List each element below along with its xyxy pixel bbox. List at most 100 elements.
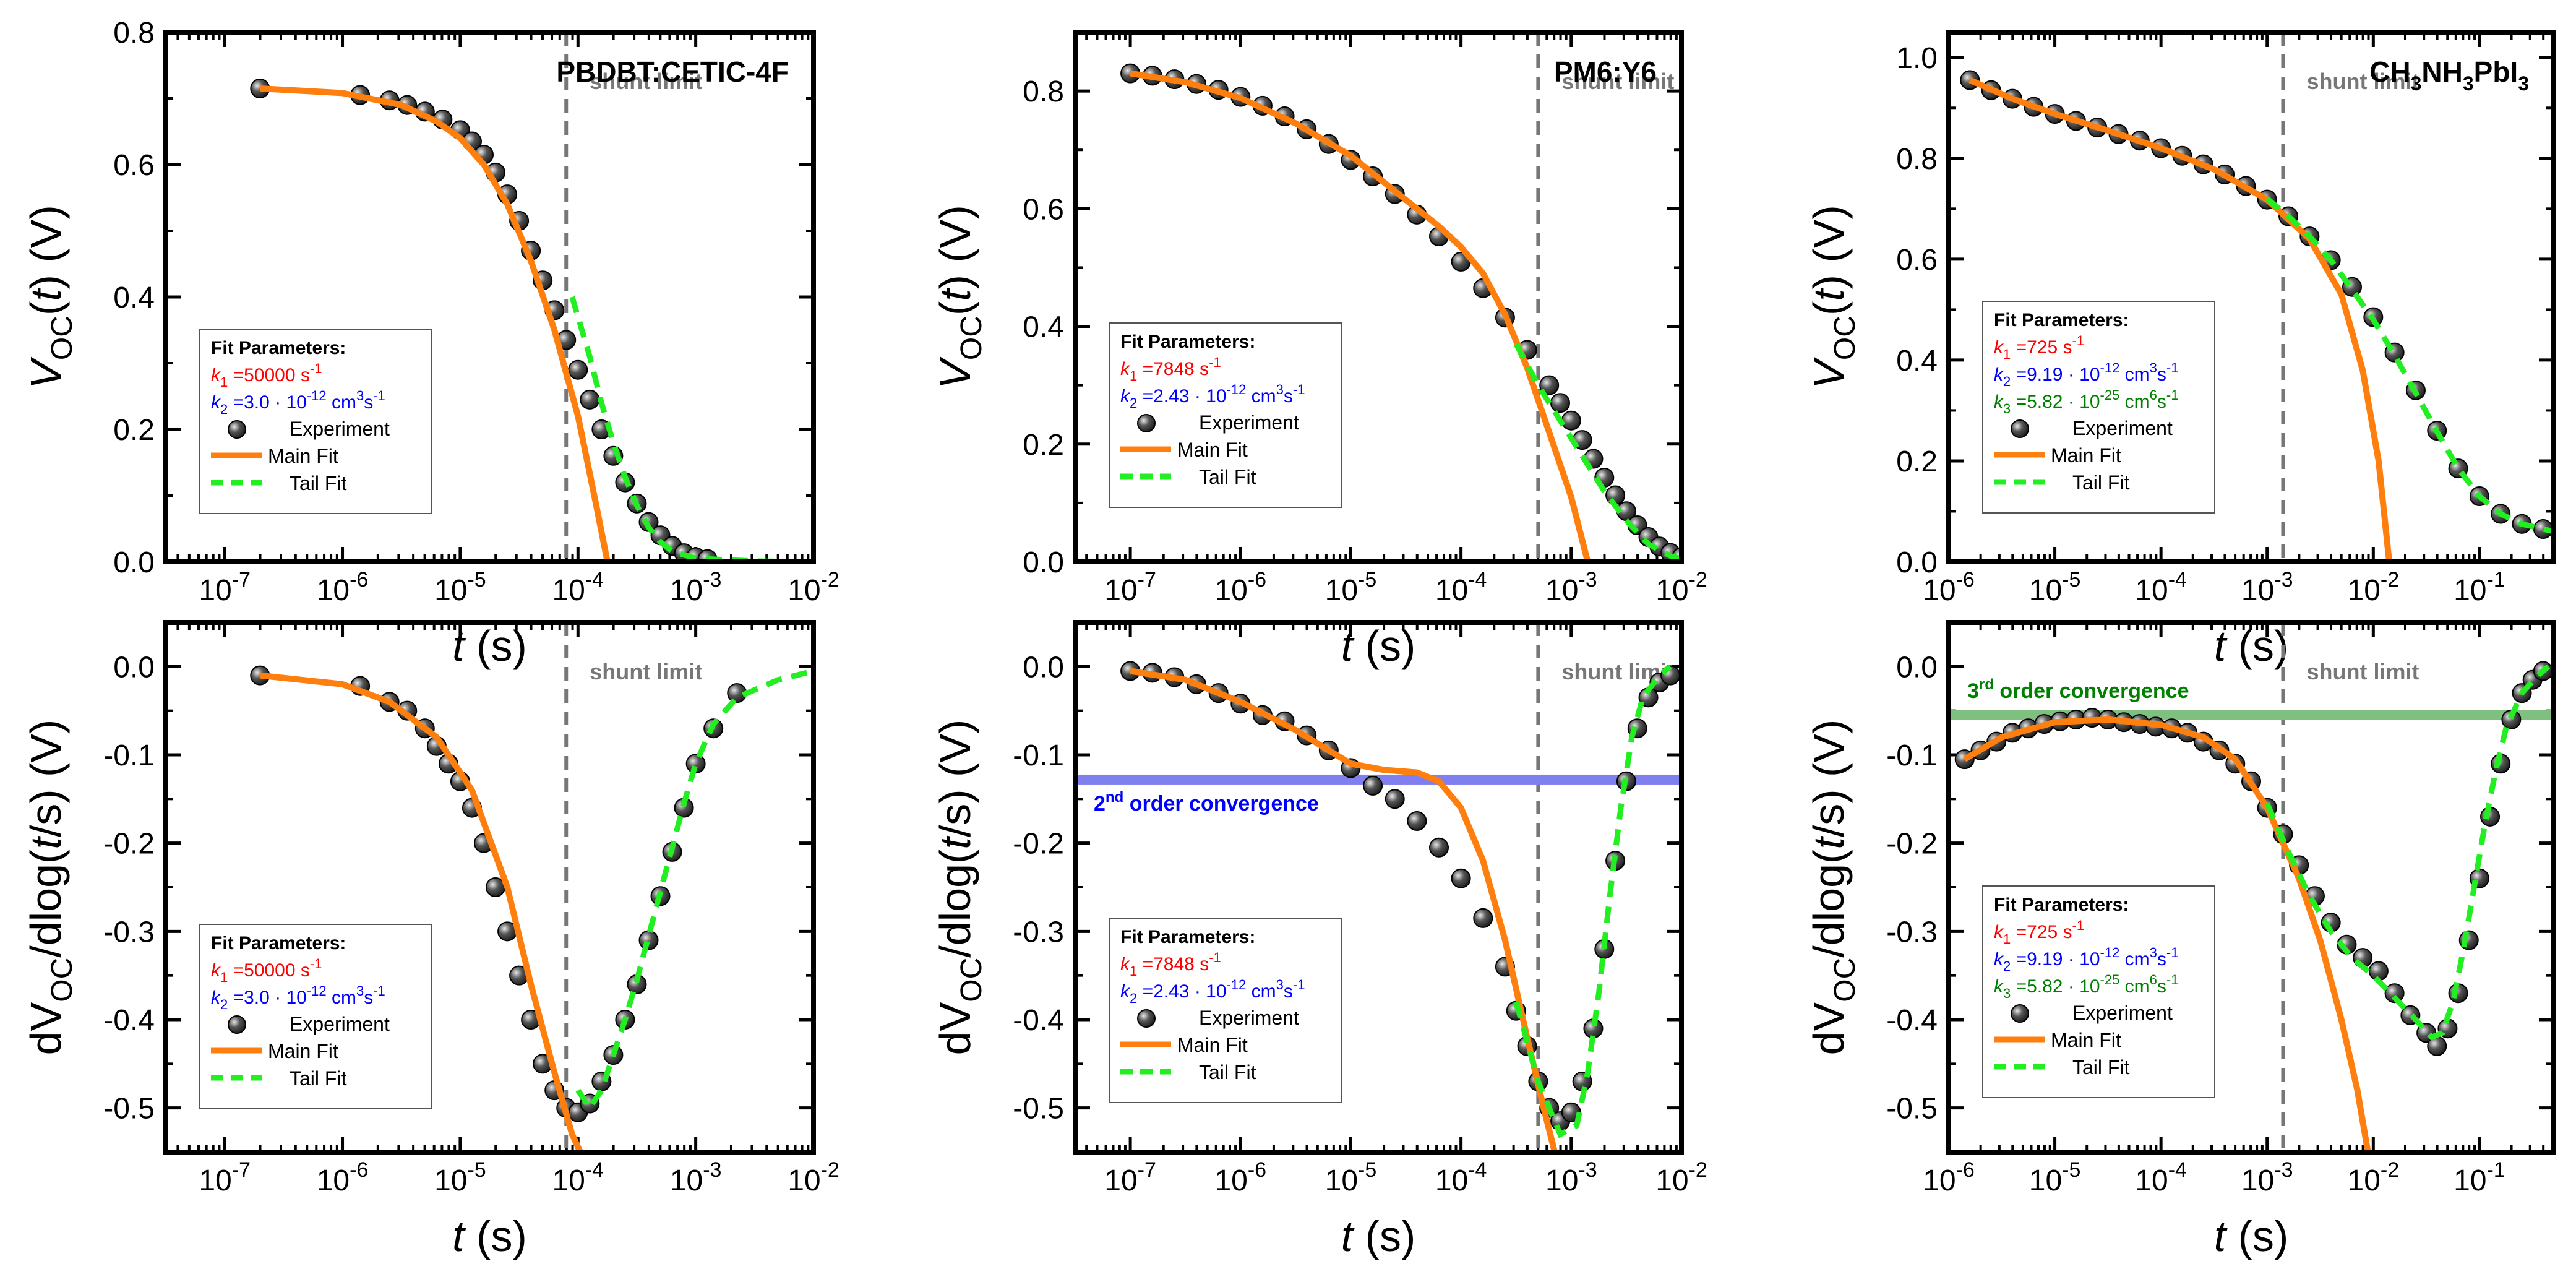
legend-title: Fit Parameters: <box>1120 927 1255 947</box>
legend-experiment-label: Experiment <box>1199 1007 1299 1029</box>
y-tick-label: 0.4 <box>113 282 155 314</box>
y-axis-title: dVOC/dlog(t/s) (V) <box>22 720 79 1056</box>
legend-param-k2: k2 =2.43 · 10-12 cm3s-1 <box>1120 382 1305 411</box>
y-tick-label: -0.1 <box>1013 739 1064 772</box>
legend-param-k1: k1 =50000 s-1 <box>211 361 322 390</box>
panel-5: 10-7 10-6 10-5 10-4 10-3 10-2 0.0 -0.1 -0.2 -0.3 -… <box>931 620 1707 1260</box>
legend-box <box>1982 885 2215 1098</box>
legend-experiment-marker <box>2011 419 2029 438</box>
x-tick-label: 10-7 <box>199 568 251 607</box>
experiment-point <box>2384 983 2405 1004</box>
y-tick-label: 1.0 <box>1896 42 1938 75</box>
main-fit-line <box>1963 716 2371 1152</box>
x-tick-label: 10-6 <box>1214 568 1266 607</box>
panel-4: 10-7 10-6 10-5 10-4 10-3 10-2 0.0 -0.1 -0.2 -0.3 -… <box>22 620 839 1260</box>
y-axis-title: VOC(t) (V) <box>931 205 988 389</box>
x-tick-label: 10-6 <box>317 1158 369 1197</box>
experiment-point <box>1451 868 1471 888</box>
legend-param-k1: k1 =50000 s-1 <box>211 956 322 985</box>
legend-title: Fit Parameters: <box>1994 310 2129 330</box>
x-tick-label: 10-4 <box>552 1158 604 1197</box>
x-tick-label: 10-5 <box>2029 568 2081 607</box>
legend: Fit Parameters: k1 =50000 s-1k2 =3.0 · 10… <box>199 924 432 1109</box>
x-axis-title: t (s) <box>2214 1212 2289 1260</box>
x-axis-title: t (s) <box>1341 1212 1416 1260</box>
experiment-point <box>1561 410 1581 431</box>
x-tick-label: 10-3 <box>2241 1158 2293 1197</box>
legend-experiment-marker <box>1137 1009 1156 1028</box>
main-fit-line <box>1968 77 2393 562</box>
legend-param-k1: k1 =725 s-1 <box>1994 333 2084 362</box>
panel-title: PBDBT:CETIC-4F <box>556 56 789 88</box>
legend-param-k3: k3 =5.82 · 10-25 cm6s-1 <box>1994 387 2178 416</box>
y-tick-label: -0.3 <box>1013 916 1064 949</box>
x-tick-label: 10-7 <box>199 1158 251 1197</box>
x-tick-label: 10-7 <box>1104 1158 1156 1197</box>
legend-param-k2: k2 =2.43 · 10-12 cm3s-1 <box>1120 977 1305 1006</box>
x-tick-label: 10-4 <box>1435 568 1487 607</box>
y-tick-label: -0.5 <box>103 1093 155 1125</box>
legend-title: Fit Parameters: <box>1120 332 1255 352</box>
legend: Fit Parameters: k1 =50000 s-1k2 =3.0 · 10… <box>199 329 432 514</box>
y-tick-label: -0.5 <box>1886 1093 1938 1125</box>
y-tick-label: -0.2 <box>1886 828 1938 861</box>
legend-main-fit-label: Main Fit <box>268 1040 338 1062</box>
legend-main-fit-label: Main Fit <box>2051 444 2121 467</box>
y-tick-label: 0.6 <box>1023 193 1064 226</box>
main-fit-line <box>260 85 611 562</box>
tail-fit-line <box>569 296 814 562</box>
legend-param-k2: k2 =3.0 · 10-12 cm3s-1 <box>211 388 385 417</box>
legend-param-k1: k1 =7848 s-1 <box>1120 355 1221 384</box>
experiment-point <box>1429 837 1449 858</box>
y-tick-label: -0.3 <box>1886 916 1938 949</box>
x-tick-label: 10-4 <box>1435 1158 1487 1197</box>
experiment-point <box>568 359 588 380</box>
main-fit-line <box>1130 70 1591 562</box>
legend-param-k3: k3 =5.82 · 10-25 cm6s-1 <box>1994 972 2178 1001</box>
panel-2: 10-7 10-6 10-5 10-4 10-3 10-20.00.20.40.60.8t… <box>931 30 1707 670</box>
convergence-label: 3rd order convergence <box>1967 676 2189 703</box>
y-tick-label: 0.8 <box>1896 143 1938 176</box>
legend-param-k2: k2 =3.0 · 10-12 cm3s-1 <box>211 983 385 1012</box>
y-tick-label: 0.2 <box>1896 445 1938 478</box>
y-tick-label: 0.0 <box>1896 546 1938 579</box>
legend: Fit Parameters: k1 =725 s-1k2 =9.19 · 10-… <box>1982 301 2215 514</box>
y-tick-label: 0.0 <box>1023 546 1064 579</box>
legend-main-fit-label: Main Fit <box>2051 1029 2121 1051</box>
y-tick-label: -0.5 <box>1013 1093 1064 1125</box>
plot-area <box>250 665 814 1152</box>
shunt-limit-label: shunt limit <box>590 659 702 684</box>
plot-area <box>1949 661 2554 1152</box>
panel-title: CH3NH3PbI3 <box>2369 56 2529 95</box>
x-tick-label: 10-2 <box>1655 1158 1707 1197</box>
tail-fit-line <box>2264 664 2551 1041</box>
x-axis-title: t (s) <box>452 1212 527 1260</box>
legend-main-fit-label: Main Fit <box>1177 1034 1248 1056</box>
legend-tail-fit-label: Tail Fit <box>1199 1061 1256 1083</box>
x-tick-label: 10-6 <box>1923 568 1975 607</box>
x-tick-label: 10-4 <box>552 568 604 607</box>
legend-box <box>1982 301 2215 514</box>
y-tick-label: 0.4 <box>1896 345 1938 377</box>
experiment-point <box>1407 811 1427 831</box>
x-tick-label: 10-2 <box>2348 568 2400 607</box>
y-tick-label: 0.8 <box>1023 75 1064 108</box>
y-tick-label: 0.0 <box>113 651 155 684</box>
experiment-point <box>1539 375 1560 395</box>
y-axis-title: VOC(t) (V) <box>22 205 79 389</box>
plot-area <box>1120 63 1681 562</box>
shunt-limit-label: shunt limit <box>2306 69 2419 94</box>
plot-frame <box>1073 620 1684 1155</box>
legend-main-fit-label: Main Fit <box>268 445 338 467</box>
x-tick-label: 10-5 <box>434 1158 486 1197</box>
legend-experiment-marker <box>228 420 246 439</box>
y-tick-label: 0.0 <box>113 546 155 579</box>
legend-tail-fit-label: Tail Fit <box>290 472 347 494</box>
legend-tail-fit-label: Tail Fit <box>1199 466 1256 488</box>
legend-param-k2: k2 =9.19 · 10-12 cm3s-1 <box>1994 360 2178 389</box>
legend-experiment-marker <box>2011 1004 2029 1023</box>
legend-experiment-label: Experiment <box>1199 411 1299 434</box>
legend: Fit Parameters: k1 =7848 s-1k2 =2.43 · 10… <box>1109 918 1342 1103</box>
x-tick-label: 10-2 <box>2348 1158 2400 1197</box>
